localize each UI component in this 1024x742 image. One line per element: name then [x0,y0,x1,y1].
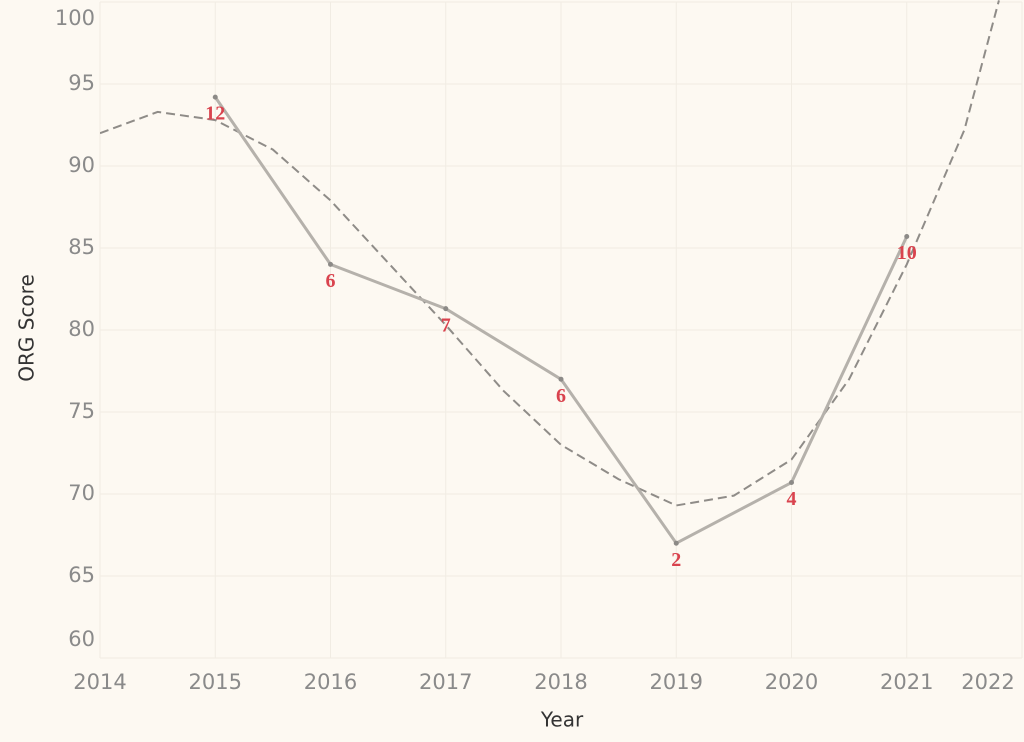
x-tick-label: 2022 [961,670,1014,694]
y-tick-label: 80 [68,317,95,341]
x-tick-label: 2019 [650,670,703,694]
y-tick-label: 75 [68,399,95,423]
data-point [328,261,333,267]
point-label: 2 [671,549,681,571]
labels: 60 65 70 75 80 85 90 95 100 2014 2015 2016 2017 2018 2… [55,6,1015,694]
point-label: 7 [441,314,451,336]
y-tick-label: 65 [68,563,95,587]
point-label: 6 [556,385,566,407]
y-tick-label: 85 [68,235,95,259]
data-point [443,306,449,312]
data-point [212,94,218,100]
data-point [558,376,564,382]
y-tick-label: 95 [68,71,95,95]
x-tick-label: 2020 [765,670,818,694]
x-tick-label: 2017 [419,670,472,694]
trend-line [100,0,1000,507]
x-axis-title: Year [540,708,584,732]
y-tick-label: 70 [68,481,95,505]
point-label: 10 [897,242,917,264]
x-tick-label: 2018 [534,670,587,694]
y-axis-title: ORG Score [15,274,39,382]
y-tick-label: 60 [68,627,95,651]
point-label: 12 [205,103,225,125]
x-tick-label: 2015 [189,670,242,694]
point-label: 6 [326,270,336,292]
y-tick-label: 90 [68,153,95,177]
y-tick-label: 100 [55,6,95,30]
x-tick-label: 2021 [880,670,933,694]
plot-area [100,0,1000,546]
data-point [904,234,910,240]
grid [99,1,1023,659]
point-label: 4 [787,488,797,510]
data-point [673,540,679,546]
x-tick-label: 2014 [73,670,126,694]
x-tick-label: 2016 [304,670,357,694]
data-point [789,480,794,486]
